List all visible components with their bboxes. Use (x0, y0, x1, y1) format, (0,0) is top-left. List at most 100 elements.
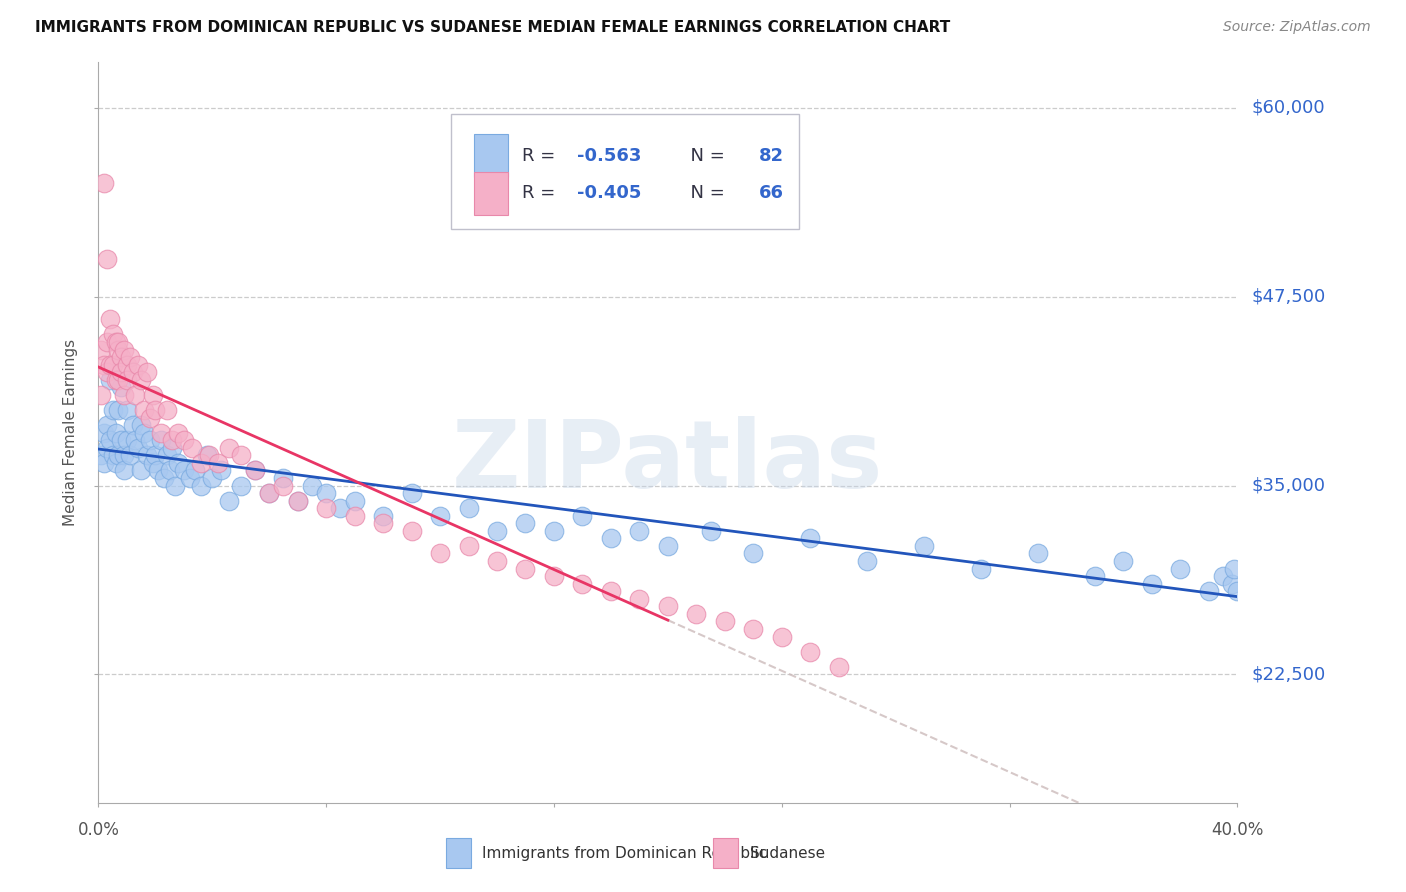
Point (699, 524, 721, 538)
Point (148, 463, 170, 477)
Point (115, 358, 138, 372)
Point (657, 539, 679, 553)
Point (207, 456, 229, 470)
Point (184, 463, 207, 477)
Point (373, 508, 395, 523)
Point (315, 501, 337, 516)
Point (373, 516, 395, 531)
Point (243, 463, 266, 477)
FancyBboxPatch shape (474, 134, 509, 177)
Point (132, 425, 155, 440)
Point (1220, 576, 1243, 591)
Point (104, 373, 127, 387)
Point (141, 456, 163, 470)
Point (115, 373, 138, 387)
Text: Source: ZipAtlas.com: Source: ZipAtlas.com (1223, 20, 1371, 34)
Point (124, 433, 146, 447)
Point (110, 350, 132, 364)
FancyBboxPatch shape (451, 114, 799, 229)
Text: N =: N = (679, 184, 731, 202)
Point (229, 478, 252, 492)
Point (571, 576, 593, 591)
Point (401, 524, 423, 538)
Point (685, 607, 707, 621)
Point (195, 448, 218, 462)
Point (112, 463, 135, 477)
Text: Sudanese: Sudanese (749, 846, 825, 861)
Point (101, 403, 124, 417)
Point (515, 561, 537, 575)
Point (150, 425, 173, 440)
Point (132, 403, 155, 417)
Point (104, 334, 127, 349)
Point (167, 456, 190, 470)
Point (93, 425, 115, 440)
Point (129, 463, 152, 477)
Point (107, 403, 129, 417)
Point (287, 493, 309, 508)
Point (201, 471, 224, 485)
Point (96, 365, 118, 379)
Point (343, 493, 366, 508)
Point (1112, 554, 1135, 568)
Point (150, 433, 173, 447)
Point (138, 410, 160, 425)
Point (343, 508, 366, 523)
Point (165, 478, 187, 492)
Point (259, 486, 281, 500)
Point (799, 532, 821, 546)
Point (1212, 569, 1234, 583)
FancyBboxPatch shape (446, 838, 471, 868)
Point (90, 388, 112, 402)
Point (121, 418, 143, 433)
Text: $47,500: $47,500 (1251, 287, 1326, 306)
Point (135, 448, 157, 462)
Text: $35,000: $35,000 (1251, 476, 1326, 494)
Point (190, 478, 212, 492)
Point (401, 486, 423, 500)
Point (856, 554, 879, 568)
Point (486, 524, 509, 538)
Point (287, 493, 309, 508)
Point (96, 334, 118, 349)
Point (93, 456, 115, 470)
Point (799, 645, 821, 659)
Point (115, 433, 138, 447)
Point (600, 532, 623, 546)
Point (543, 569, 565, 583)
Point (198, 448, 221, 462)
Text: 66: 66 (759, 184, 785, 202)
Point (600, 584, 623, 599)
Point (101, 448, 124, 462)
Text: $22,500: $22,500 (1251, 665, 1326, 683)
Text: Immigrants from Dominican Republic: Immigrants from Dominican Republic (482, 846, 768, 861)
Point (628, 591, 651, 606)
Point (315, 486, 337, 500)
Point (141, 388, 163, 402)
Point (118, 350, 141, 364)
Point (115, 403, 138, 417)
Point (153, 471, 176, 485)
Point (112, 343, 135, 357)
Point (273, 471, 295, 485)
Point (543, 524, 565, 538)
Point (571, 508, 593, 523)
Point (1170, 561, 1192, 575)
Point (243, 463, 266, 477)
Point (429, 547, 451, 561)
Point (110, 380, 132, 394)
Point (742, 622, 765, 636)
Point (121, 365, 143, 379)
Point (101, 358, 124, 372)
Point (912, 539, 935, 553)
Text: N =: N = (679, 146, 731, 164)
Point (515, 516, 537, 531)
Point (770, 630, 793, 644)
Point (714, 615, 737, 629)
Point (129, 418, 152, 433)
Text: ZIPatlas: ZIPatlas (453, 417, 883, 508)
Point (90, 448, 112, 462)
Point (173, 433, 195, 447)
Point (135, 365, 157, 379)
Point (129, 373, 152, 387)
